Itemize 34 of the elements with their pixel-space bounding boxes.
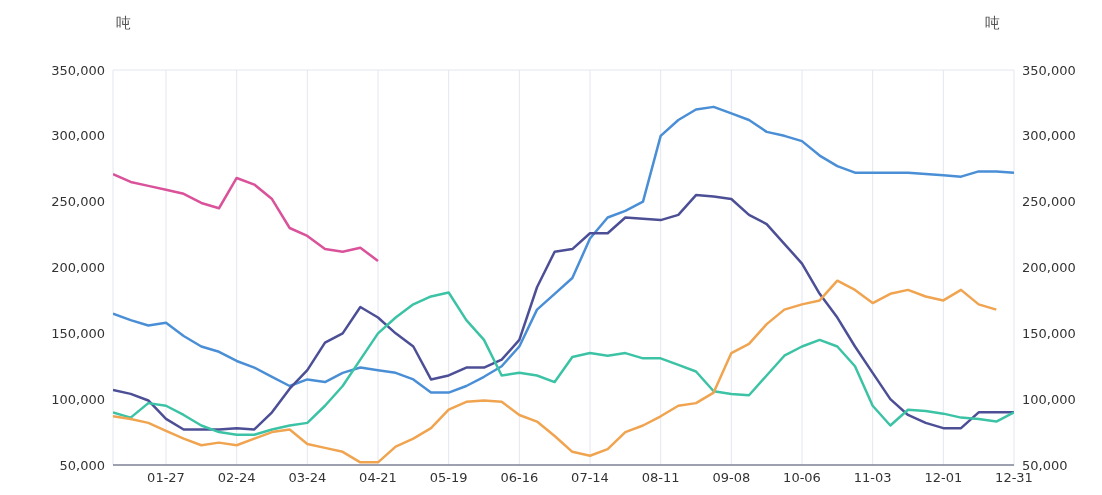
x-tick-label: 12-01 <box>924 470 963 486</box>
y-axis-title: 吨 <box>116 14 131 33</box>
x-tick-label: 07-14 <box>571 470 609 486</box>
y2-tick-label: 100,000 <box>1022 391 1076 407</box>
line-series <box>113 291 1014 436</box>
line-series <box>113 193 1014 431</box>
y-tick-label: 350,000 <box>51 62 105 78</box>
x-tick-label: 06-16 <box>500 470 539 486</box>
line-series <box>113 105 1014 394</box>
y-tick-label: 50,000 <box>59 457 105 473</box>
x-tick-label: 01-27 <box>147 470 185 486</box>
y-tick-label: 250,000 <box>51 194 105 210</box>
y2-tick-label: 200,000 <box>1022 260 1076 276</box>
x-tick-label: 09-08 <box>712 470 751 486</box>
y2-tick-label: 250,000 <box>1022 194 1076 210</box>
y2-tick-label: 150,000 <box>1022 325 1076 341</box>
y-tick-label: 200,000 <box>51 260 105 276</box>
x-tick-label: 11-03 <box>853 470 892 486</box>
x-tick-label: 12-31 <box>995 470 1033 486</box>
line-series <box>113 172 380 263</box>
x-tick-label: 03-24 <box>288 470 327 486</box>
x-tick-label: 05-19 <box>429 470 468 486</box>
y-tick-label: 100,000 <box>51 391 105 407</box>
y-tick-label: 300,000 <box>51 128 105 144</box>
x-tick-label: 08-11 <box>641 470 680 486</box>
y-tick-label: 150,000 <box>51 325 105 341</box>
x-tick-label: 02-24 <box>217 470 256 486</box>
line-series <box>113 279 998 464</box>
y2-tick-label: 50,000 <box>1022 457 1068 473</box>
x-tick-label: 04-21 <box>359 470 397 486</box>
y2-axis-title: 吨 <box>985 14 1000 33</box>
y2-tick-label: 300,000 <box>1022 128 1076 144</box>
x-tick-label: 10-06 <box>783 470 821 486</box>
y2-tick-label: 350,000 <box>1022 62 1076 78</box>
